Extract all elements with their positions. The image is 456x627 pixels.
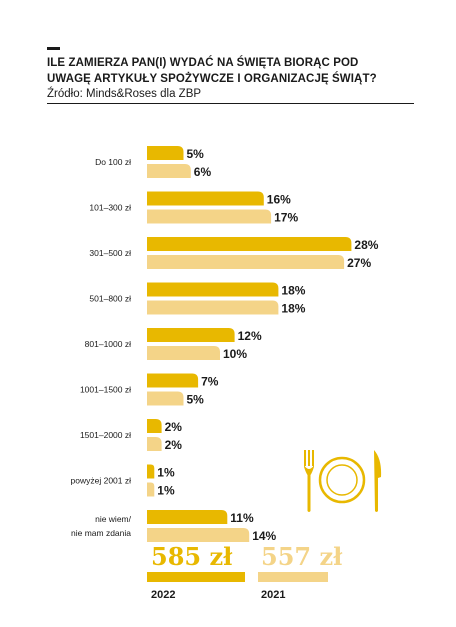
bar-2021-5 [147,391,184,406]
value-label-2022-5: 7% [201,375,219,389]
bar-2022-6 [147,419,162,433]
chart-title-line-2: UWAGĘ ARTYKUŁY SPOŻYWCZE I ORGANIZACJĘ Ś… [47,73,377,85]
value-label-2021-7: 1% [157,484,175,498]
bar-2022-3 [147,282,279,297]
value-label-2021-1: 17% [274,211,298,225]
bar-2021-1 [147,209,272,224]
category-label: 1001–1500 zł [80,385,131,395]
bar-2021-2 [147,255,345,269]
bar-2022-0 [147,146,184,160]
bar-2021-3 [147,300,279,315]
bar-2022-8 [147,510,228,524]
bar-2022-7 [147,464,155,479]
value-label-2021-0: 6% [194,165,212,179]
bar-2021-4 [147,346,220,360]
value-label-2021-5: 5% [187,393,205,407]
value-label-2021-3: 18% [281,302,305,316]
value-label-2022-3: 18% [281,284,305,298]
category-label: 801–1000 zł [85,339,131,349]
bar-2022-1 [147,191,264,206]
bar-2022-5 [147,373,199,388]
bar-2022-4 [147,328,235,342]
value-label-2022-1: 16% [267,193,291,207]
legend-year-2022: 2022 [151,589,176,601]
bar-2021-7 [147,482,155,497]
value-label-2022-0: 5% [187,147,205,161]
value-label-2022-6: 2% [165,420,183,434]
value-label-2022-8: 11% [230,511,254,525]
value-label-2021-6: 2% [165,438,183,452]
chart-title: ILE ZAMIERZA PAN(I) WYDAĆ NA ŚWIĘTA BIOR… [47,55,417,87]
category-label: nie wiem/ [95,514,132,524]
value-label-2021-2: 27% [347,256,371,270]
chart-source: Źródło: Minds&Roses dla ZBP [47,88,202,100]
bar-2021-0 [147,164,191,178]
value-label-2022-4: 12% [238,329,262,343]
bar-2021-8 [147,528,250,542]
category-label: powyżej 2001 zł [71,476,132,486]
chart-title-line-1: ILE ZAMIERZA PAN(I) WYDAĆ NA ŚWIĘTA BIOR… [47,57,359,69]
category-label: 501–800 zł [89,294,131,304]
total-2022-value: 585 zł [151,542,233,571]
category-label: 1501–2000 zł [80,430,131,440]
title-dash [47,47,60,50]
total-2021-value: 557 zł [261,542,343,571]
total-2021-bar [258,572,328,582]
category-label: Do 100 zł [95,157,131,167]
bar-2021-6 [147,437,162,451]
value-label-2022-7: 1% [157,466,175,480]
category-label: 301–500 zł [89,248,131,258]
total-2022-bar [147,572,245,582]
category-label: nie mam zdania [71,528,131,538]
header-divider [47,103,414,104]
legend-year-2021: 2021 [261,589,286,601]
cutlery-icon [304,450,382,512]
value-label-2022-2: 28% [354,238,378,252]
value-label-2021-4: 10% [223,347,247,361]
category-label: 101–300 zł [89,203,131,213]
value-label-2021-8: 14% [252,529,276,543]
bar-2022-2 [147,237,352,251]
